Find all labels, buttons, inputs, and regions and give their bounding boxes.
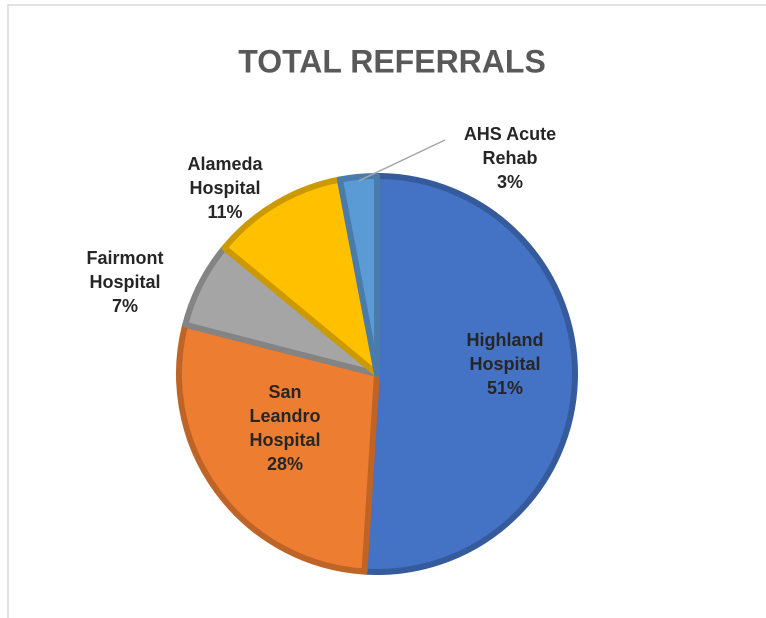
pie-slice — [361, 173, 579, 575]
data-label: Alameda Hospital 11% — [160, 152, 290, 224]
chart-title: TOTAL REFERRALS — [238, 43, 546, 79]
data-label: Fairmont Hospital 7% — [60, 246, 190, 318]
data-label: AHS Acute Rehab 3% — [440, 122, 580, 194]
value-label: 7% — [111, 296, 138, 316]
category-label: Alameda Hospital — [187, 154, 263, 198]
pie-slice — [176, 321, 380, 575]
chart-frame — [7, 4, 766, 618]
value-label: 11% — [207, 202, 243, 222]
category-label: San Leandro Hospital — [249, 382, 321, 450]
value-label: 3% — [496, 172, 523, 192]
value-label: 28% — [266, 454, 304, 474]
pie-slice — [221, 176, 380, 377]
category-label: Highland Hospital — [466, 330, 544, 374]
pie-slice — [336, 173, 380, 377]
value-label: 51% — [486, 378, 524, 398]
category-label: Fairmont Hospital — [86, 248, 164, 292]
data-label: San Leandro Hospital 28% — [240, 380, 330, 476]
category-label: AHS Acute Rehab — [463, 124, 557, 168]
leader-line — [358, 139, 446, 182]
data-label: Highland Hospital 51% — [440, 328, 570, 400]
